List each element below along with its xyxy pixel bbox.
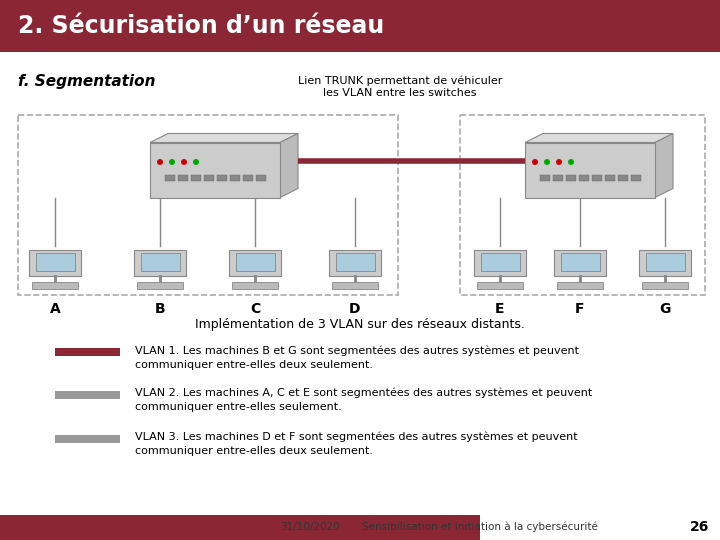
Bar xyxy=(553,175,563,181)
Bar xyxy=(566,175,576,181)
Bar xyxy=(230,175,240,181)
Text: 2. Sécurisation d’un réseau: 2. Sécurisation d’un réseau xyxy=(18,14,384,38)
Bar xyxy=(618,175,628,181)
Text: D: D xyxy=(349,302,361,316)
Bar xyxy=(134,250,186,276)
Bar xyxy=(560,253,600,271)
Text: VLAN 3. Les machines D et F sont segmentées des autres systèmes et peuvent
commu: VLAN 3. Les machines D et F sont segment… xyxy=(135,432,577,456)
Bar xyxy=(32,282,78,289)
Bar xyxy=(605,175,615,181)
Text: G: G xyxy=(660,302,671,316)
Circle shape xyxy=(532,159,538,165)
Bar xyxy=(474,250,526,276)
Bar xyxy=(29,250,81,276)
Bar xyxy=(55,391,120,399)
Bar xyxy=(0,0,720,52)
Bar xyxy=(336,253,374,271)
Bar xyxy=(217,175,227,181)
Text: Sensibilisation et initiation à la cybersécurité: Sensibilisation et initiation à la cyber… xyxy=(362,522,598,532)
Bar xyxy=(525,143,655,198)
Text: 31/10/2020: 31/10/2020 xyxy=(280,522,340,532)
Bar xyxy=(646,253,685,271)
Bar xyxy=(642,282,688,289)
Bar xyxy=(55,435,120,443)
Text: Lien TRUNK permettant de véhiculer
les VLAN entre les switches: Lien TRUNK permettant de véhiculer les V… xyxy=(298,76,502,98)
Circle shape xyxy=(556,159,562,165)
Circle shape xyxy=(181,159,187,165)
Bar xyxy=(140,253,179,271)
Bar xyxy=(540,175,550,181)
Circle shape xyxy=(193,159,199,165)
Polygon shape xyxy=(525,133,673,143)
Bar xyxy=(243,175,253,181)
Bar xyxy=(235,253,274,271)
Text: E: E xyxy=(495,302,505,316)
Circle shape xyxy=(544,159,550,165)
Circle shape xyxy=(568,159,574,165)
Bar xyxy=(150,143,280,198)
Bar xyxy=(0,515,480,540)
Bar xyxy=(178,175,188,181)
Bar xyxy=(557,282,603,289)
Circle shape xyxy=(157,159,163,165)
Bar xyxy=(229,250,281,276)
Bar xyxy=(639,250,691,276)
Bar xyxy=(592,175,602,181)
Text: B: B xyxy=(155,302,166,316)
Bar xyxy=(579,175,589,181)
Bar xyxy=(191,175,201,181)
Polygon shape xyxy=(655,133,673,198)
Text: VLAN 2. Les machines A, C et E sont segmentées des autres systèmes et peuvent
co: VLAN 2. Les machines A, C et E sont segm… xyxy=(135,388,593,413)
Circle shape xyxy=(169,159,175,165)
Bar xyxy=(477,282,523,289)
Bar xyxy=(631,175,641,181)
Text: Implémentation de 3 VLAN sur des réseaux distants.: Implémentation de 3 VLAN sur des réseaux… xyxy=(195,318,525,331)
Polygon shape xyxy=(150,133,298,143)
Bar xyxy=(35,253,74,271)
Bar xyxy=(329,250,381,276)
Bar xyxy=(554,250,606,276)
Bar xyxy=(256,175,266,181)
Text: F: F xyxy=(575,302,585,316)
Text: f. Segmentation: f. Segmentation xyxy=(18,74,156,89)
Bar xyxy=(332,282,379,289)
Bar xyxy=(204,175,214,181)
Text: 26: 26 xyxy=(690,520,710,534)
Polygon shape xyxy=(280,133,298,198)
Text: A: A xyxy=(50,302,60,316)
Text: C: C xyxy=(250,302,260,316)
Bar xyxy=(137,282,184,289)
Bar xyxy=(480,253,520,271)
Text: VLAN 1. Les machines B et G sont segmentées des autres systèmes et peuvent
commu: VLAN 1. Les machines B et G sont segment… xyxy=(135,345,579,369)
Bar xyxy=(232,282,279,289)
Bar xyxy=(165,175,175,181)
Bar xyxy=(55,348,120,356)
